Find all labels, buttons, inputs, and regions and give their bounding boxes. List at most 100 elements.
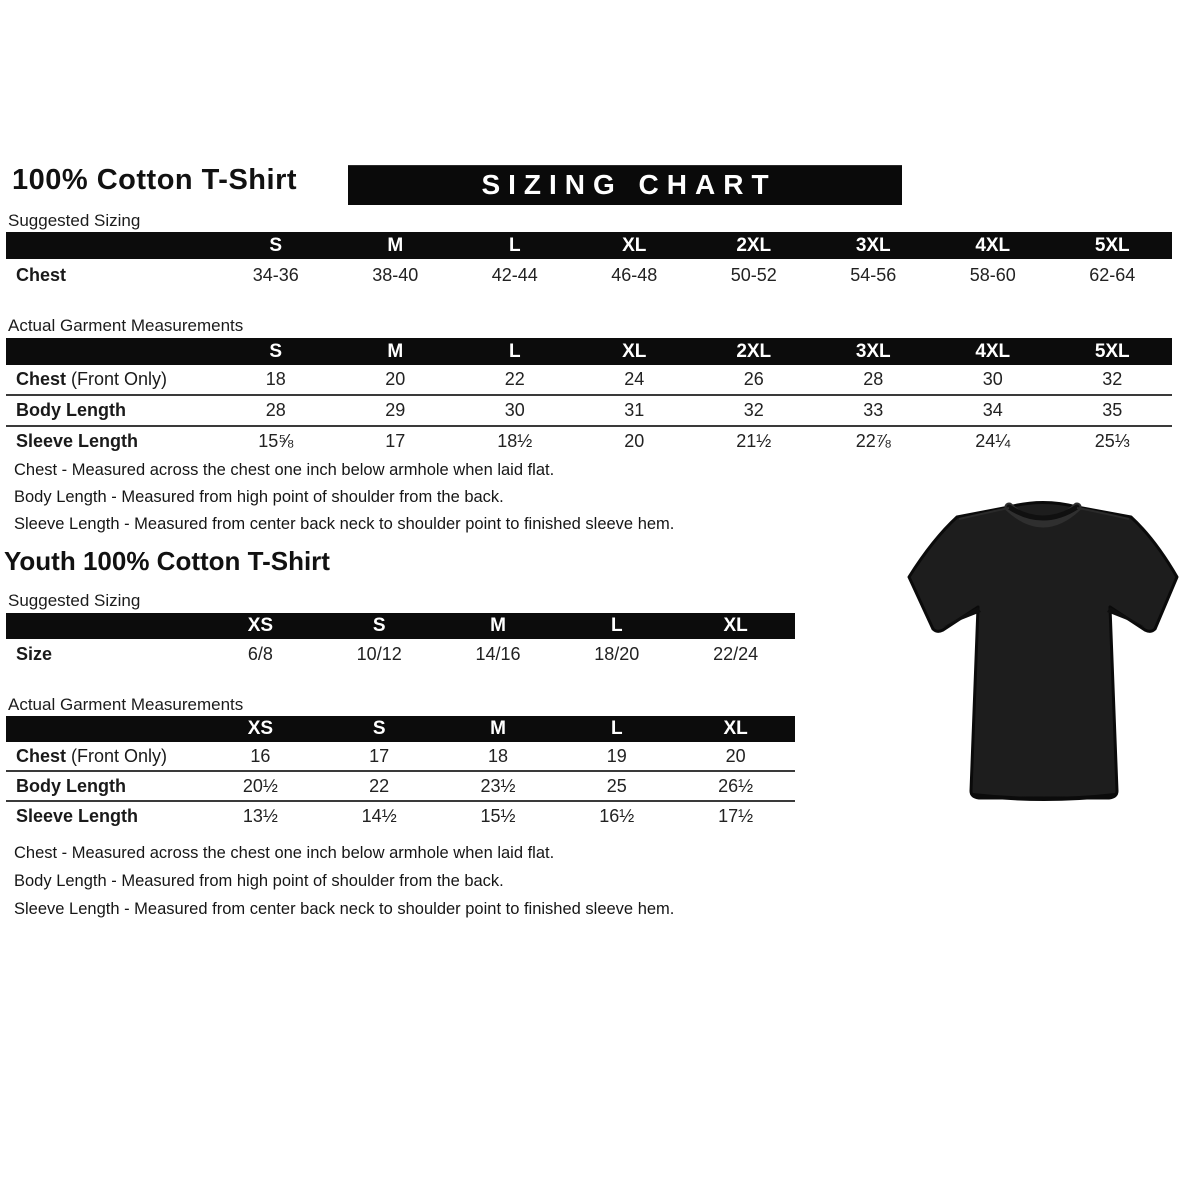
size-header: 4XL xyxy=(975,234,1011,256)
cell: 28 xyxy=(863,369,884,389)
cell: 18 xyxy=(487,745,508,766)
row-label: Chest (Front Only) xyxy=(6,746,201,767)
size-header: S xyxy=(372,718,386,739)
adult-section-title: 100% Cotton T-Shirt xyxy=(12,164,298,196)
cell: 22 xyxy=(504,369,525,389)
cell: 24 xyxy=(624,369,645,389)
size-header: 3XL xyxy=(855,234,891,256)
row-label-text: Chest xyxy=(16,369,67,389)
row-label-text: Chest xyxy=(16,745,67,766)
adult-measurements-table: S M L XL 2XL 3XL 4XL 5XL Chest (Front On… xyxy=(6,338,1172,456)
size-header: L xyxy=(508,340,521,362)
cell: 34 xyxy=(982,400,1003,420)
cell: 31 xyxy=(624,400,645,420)
cell: 20 xyxy=(725,745,746,766)
size-header: XL xyxy=(723,615,748,636)
size-header: L xyxy=(508,234,521,256)
youth-section-title: Youth 100% Cotton T-Shirt xyxy=(4,546,330,576)
cell: 33 xyxy=(863,400,884,420)
cell: 30 xyxy=(982,369,1003,389)
row-label-text: Size xyxy=(16,644,53,664)
table-row: Chest (Front Only) 16 17 18 19 20 xyxy=(6,742,795,770)
table-row: Sleeve Length 13½ 14½ 15½ 16½ 17½ xyxy=(6,800,795,830)
cell: 16½ xyxy=(599,805,635,826)
cell: 34-36 xyxy=(252,265,299,285)
cell: 20 xyxy=(385,369,406,389)
size-header: M xyxy=(490,718,506,739)
adult-suggested-sizing-label: Suggested Sizing xyxy=(8,211,141,230)
cell: 14/16 xyxy=(475,644,521,664)
note-line: Body Length - Measured from high point o… xyxy=(14,488,504,506)
size-header: XL xyxy=(622,234,647,256)
cell: 18 xyxy=(265,369,286,389)
cell: 46-48 xyxy=(611,265,658,285)
cell: 23½ xyxy=(480,775,516,796)
cell: 25 xyxy=(606,775,627,796)
size-header: 5XL xyxy=(1094,234,1130,256)
youth-measurements-label: Actual Garment Measurements xyxy=(8,695,244,714)
cell: 19 xyxy=(606,745,627,766)
size-header: XS xyxy=(247,615,274,636)
cell: 32 xyxy=(743,400,764,420)
table-header-row: XS S M L XL xyxy=(6,613,795,639)
table-row: Body Length 20½ 22 23½ 25 26½ xyxy=(6,770,795,800)
row-label-text: Chest xyxy=(16,265,67,285)
adult-measurement-notes: Chest - Measured across the chest one in… xyxy=(14,461,674,542)
cell: 15⅝ xyxy=(258,431,294,451)
size-header: 5XL xyxy=(1094,340,1130,362)
size-header: M xyxy=(387,340,404,362)
size-header: XL xyxy=(723,718,748,739)
sizing-chart-banner: SIZING CHART xyxy=(348,165,902,205)
cell: 20 xyxy=(624,431,645,451)
note-line: Chest - Measured across the chest one in… xyxy=(14,844,555,862)
cell: 22/24 xyxy=(713,644,759,664)
size-header: S xyxy=(372,615,386,636)
row-label-text: Sleeve Length xyxy=(16,431,139,451)
note-line: Sleeve Length - Measured from center bac… xyxy=(14,515,675,533)
row-label: Body Length xyxy=(6,776,201,797)
table-row: Chest 34-36 38-40 42-44 46-48 50-52 54-5… xyxy=(6,259,1172,292)
table-header-row: S M L XL 2XL 3XL 4XL 5XL xyxy=(6,338,1172,365)
cell: 50-52 xyxy=(730,265,777,285)
cell: 35 xyxy=(1102,400,1123,420)
cell: 16 xyxy=(250,745,271,766)
row-label-text: Body Length xyxy=(16,400,126,420)
cell: 18/20 xyxy=(594,644,640,664)
cell: 22⅞ xyxy=(855,431,891,451)
table-row: Chest (Front Only) 18 20 22 24 26 28 30 … xyxy=(6,365,1172,394)
cell: 15½ xyxy=(480,805,516,826)
size-header: S xyxy=(269,340,283,362)
row-label: Body Length xyxy=(6,400,216,421)
cell: 28 xyxy=(265,400,286,420)
size-header: XL xyxy=(622,340,647,362)
youth-measurements-table: XS S M L XL Chest (Front Only) 16 17 18 … xyxy=(6,716,795,830)
cell: 14½ xyxy=(361,805,397,826)
cell: 38-40 xyxy=(372,265,419,285)
size-header: M xyxy=(490,615,506,636)
cell: 24¼ xyxy=(975,431,1011,451)
cell: 29 xyxy=(385,400,406,420)
cell: 25⅓ xyxy=(1094,431,1130,451)
cell: 21½ xyxy=(736,431,772,451)
note-line: Body Length - Measured from high point o… xyxy=(14,872,504,890)
size-header: XS xyxy=(247,718,274,739)
row-label: Size xyxy=(6,644,201,665)
cell: 13½ xyxy=(242,805,278,826)
cell: 26 xyxy=(743,369,764,389)
size-header: L xyxy=(610,718,623,739)
adult-suggested-sizing-table: S M L XL 2XL 3XL 4XL 5XL Chest 34-36 38-… xyxy=(6,232,1172,292)
size-header: S xyxy=(269,234,283,256)
row-label: Chest xyxy=(6,265,216,286)
cell: 17 xyxy=(369,745,390,766)
size-header: 2XL xyxy=(736,234,772,256)
black-tshirt-graphic xyxy=(907,501,1179,801)
cell: 42-44 xyxy=(491,265,538,285)
cell: 10/12 xyxy=(356,644,402,664)
table-row: Sleeve Length 15⅝ 17 18½ 20 21½ 22⅞ 24¼ … xyxy=(6,425,1172,456)
cell: 6/8 xyxy=(247,644,273,664)
table-header-row: XS S M L XL xyxy=(6,716,795,742)
size-header: 4XL xyxy=(975,340,1011,362)
cell: 18½ xyxy=(497,431,533,451)
row-label: Sleeve Length xyxy=(6,806,201,827)
table-row: Size 6/8 10/12 14/16 18/20 22/24 xyxy=(6,639,795,670)
